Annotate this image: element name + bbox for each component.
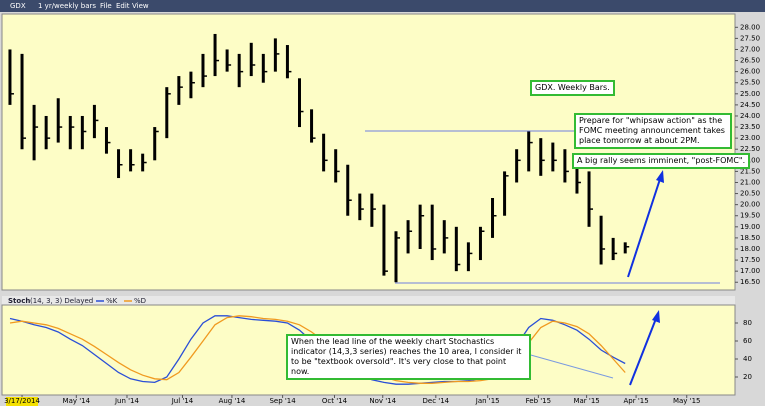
x-tick-label: May '14 (63, 397, 91, 405)
annotation: Prepare for "whipsaw action" as the FOMC… (574, 113, 732, 149)
y-tick-label: 18.50 (740, 234, 760, 242)
y-tick-label: 23.00 (740, 134, 760, 142)
x-tick-label: Nov '14 (369, 397, 396, 405)
x-tick-label: Oct '14 (322, 397, 348, 405)
y-tick-label: 25.50 (740, 79, 760, 87)
x-tick-label: May '15 (673, 397, 701, 405)
menu-item[interactable]: Edit (116, 2, 130, 10)
y-tick-label: 28.00 (740, 23, 760, 31)
y-tick-label: 25.00 (740, 90, 760, 98)
x-tick-label: Feb '15 (526, 397, 551, 405)
y-tick-label: 23.50 (740, 123, 760, 131)
y-tick-label: 60 (743, 337, 752, 345)
arrow-head (652, 310, 660, 323)
y-tick-label: 26.00 (740, 68, 760, 76)
indicator-header (2, 296, 735, 305)
y-tick-label: 16.50 (740, 278, 760, 286)
menu-item[interactable]: View (132, 2, 149, 10)
x-tick-label: Aug '14 (219, 397, 246, 405)
legend-label: %D (134, 297, 146, 305)
symbol[interactable]: GDX (10, 2, 26, 10)
x-tick-label: Jun '14 (114, 397, 140, 405)
y-tick-label: 19.00 (740, 223, 760, 231)
y-tick-label: 24.00 (740, 112, 760, 120)
date-highlight (6, 397, 39, 406)
y-tick-label: 20.00 (740, 201, 760, 209)
y-tick-label: 80 (743, 319, 752, 327)
pointer-line (519, 351, 614, 379)
y-tick-label: 19.50 (740, 212, 760, 220)
annotation: GDX. Weekly Bars. (530, 80, 615, 96)
y-tick-label: 24.50 (740, 101, 760, 109)
y-tick-label: 27.50 (740, 34, 760, 42)
y-tick-label: 21.50 (740, 167, 760, 175)
arrow (629, 315, 658, 386)
y-tick-label: 17.50 (740, 256, 760, 264)
x-tick-label: Jan '15 (475, 397, 500, 405)
annotation: When the lead line of the weekly chart S… (286, 334, 531, 380)
y-tick-label: 17.00 (740, 267, 760, 275)
y-tick-label: 26.50 (740, 57, 760, 65)
x-tick-label: 3/17/2014 (4, 397, 40, 405)
y-tick-label: 20.50 (740, 190, 760, 198)
annotation: A big rally seems imminent, "post-FOMC". (572, 153, 751, 169)
arrow-head (656, 170, 664, 183)
y-tick-label: 22.50 (740, 145, 760, 153)
legend-label: %K (106, 297, 118, 305)
x-tick-label: Mar '15 (573, 397, 599, 405)
indicator-subtitle: (14, 3, 3) Delayed (30, 297, 93, 305)
x-tick-label: Jul '14 (171, 397, 194, 405)
y-tick-label: 20 (743, 373, 752, 381)
x-tick-label: Sep '14 (269, 397, 296, 405)
arrow (627, 175, 662, 278)
x-tick-label: Dec '14 (423, 397, 450, 405)
y-tick-label: 18.00 (740, 245, 760, 253)
menu-item[interactable]: File (100, 2, 112, 10)
period[interactable]: 1 yr/weekly bars (38, 2, 96, 10)
y-tick-label: 40 (743, 355, 752, 363)
y-tick-label: 21.00 (740, 178, 760, 186)
title-bar (0, 0, 765, 12)
x-tick-label: Apr '15 (623, 397, 648, 405)
indicator-title: Stoch (8, 297, 30, 305)
y-tick-label: 27.00 (740, 45, 760, 53)
